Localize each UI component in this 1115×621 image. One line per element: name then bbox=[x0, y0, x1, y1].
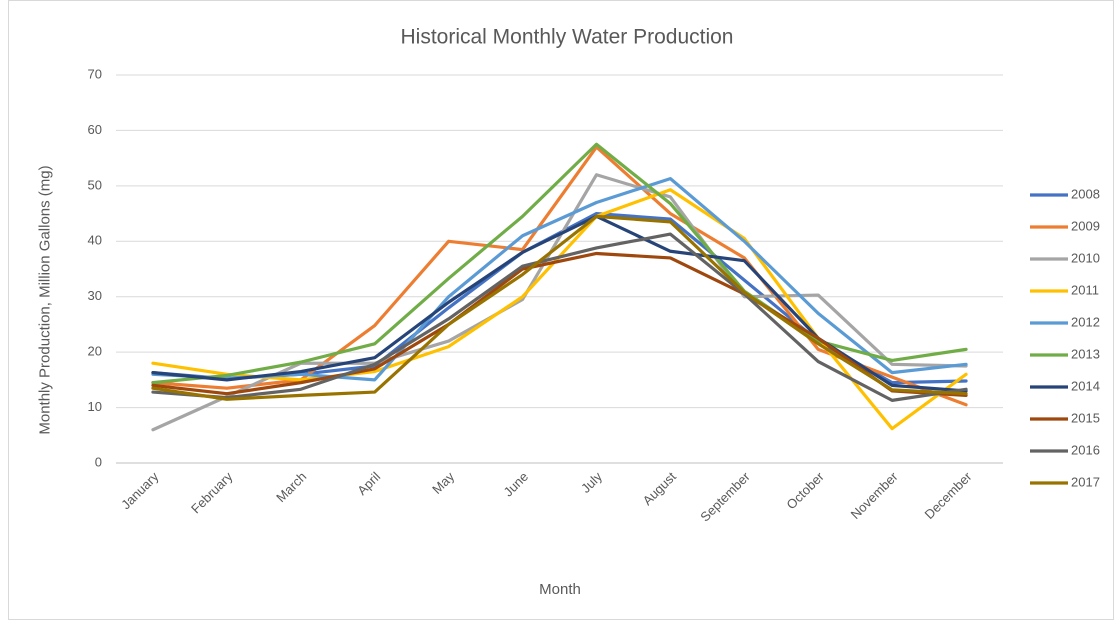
y-tick-label: 30 bbox=[88, 288, 102, 303]
x-tick-label: October bbox=[783, 468, 827, 512]
x-tick-label: March bbox=[273, 469, 309, 505]
x-tick-label: February bbox=[188, 469, 236, 517]
x-tick-label: May bbox=[429, 469, 457, 497]
x-tick-label: April bbox=[354, 469, 383, 498]
y-tick-label: 10 bbox=[88, 399, 102, 414]
legend-label: 2009 bbox=[1071, 218, 1100, 233]
x-tick-label: July bbox=[578, 469, 605, 496]
series-line bbox=[151, 251, 968, 397]
series-line bbox=[151, 177, 968, 382]
x-tick-label: November bbox=[848, 468, 901, 521]
series-line bbox=[151, 214, 968, 393]
chart-border bbox=[8, 0, 1114, 620]
y-tick-label: 60 bbox=[88, 122, 102, 137]
series-line bbox=[151, 232, 968, 402]
legend-label: 2014 bbox=[1071, 378, 1100, 393]
x-tick-label: August bbox=[640, 469, 679, 508]
legend-label: 2016 bbox=[1071, 442, 1100, 457]
series-line bbox=[151, 214, 968, 401]
series-line bbox=[151, 173, 968, 432]
legend-label: 2011 bbox=[1071, 282, 1099, 297]
legend-label: 2008 bbox=[1071, 186, 1100, 201]
legend-label: 2012 bbox=[1071, 314, 1100, 329]
y-axis-label: Monthly Production, Million Gallons (mg) bbox=[36, 165, 54, 435]
y-tick-label: 20 bbox=[88, 344, 102, 359]
legend-label: 2015 bbox=[1071, 410, 1100, 425]
legend-label: 2013 bbox=[1071, 346, 1100, 361]
y-tick-label: 50 bbox=[88, 177, 102, 192]
legend-label: 2010 bbox=[1071, 250, 1100, 265]
x-tick-label: June bbox=[501, 469, 532, 500]
y-tick-label: 40 bbox=[88, 233, 102, 248]
series-line bbox=[151, 142, 968, 385]
x-tick-label: December bbox=[922, 468, 975, 521]
x-tick-label: January bbox=[118, 469, 162, 513]
x-tick-label: September bbox=[697, 468, 753, 524]
legend-label: 2017 bbox=[1071, 474, 1100, 489]
y-tick-label: 70 bbox=[88, 66, 102, 81]
chart-title: Historical Monthly Water Production bbox=[400, 26, 733, 49]
y-tick-label: 0 bbox=[95, 454, 102, 469]
x-axis-label: Month bbox=[539, 581, 581, 598]
